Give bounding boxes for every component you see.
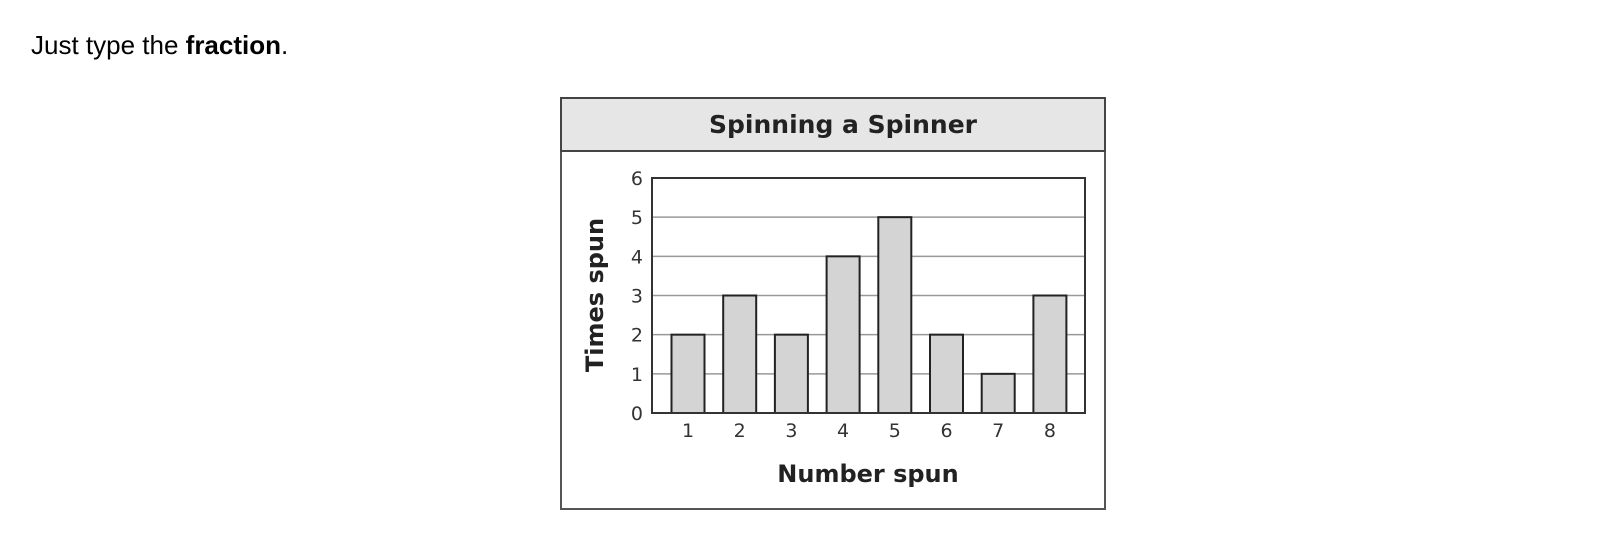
x-axis-label: Number spun xyxy=(777,460,958,488)
x-tick-label: 1 xyxy=(682,420,694,442)
bar-8 xyxy=(1032,294,1068,414)
x-tick-label: 4 xyxy=(837,420,849,442)
bar-1 xyxy=(670,333,706,414)
bar-5 xyxy=(877,216,913,414)
bar-2 xyxy=(722,294,758,414)
x-tick-label: 2 xyxy=(734,420,746,442)
bar-7 xyxy=(980,372,1016,415)
x-tick-label: 5 xyxy=(889,420,901,442)
question-prompt: Just type the fraction. xyxy=(31,30,288,61)
bar-4 xyxy=(825,255,861,415)
x-tick-label: 3 xyxy=(785,420,797,442)
y-tick-label: 1 xyxy=(631,364,643,386)
y-tick-label: 4 xyxy=(631,246,643,268)
y-tick-label: 0 xyxy=(631,403,643,425)
prompt-suffix: . xyxy=(281,30,289,60)
chart-title: Spinning a Spinner xyxy=(709,110,978,139)
prompt-prefix: Just type the xyxy=(31,30,186,60)
bar-3 xyxy=(773,333,809,414)
y-tick-label: 3 xyxy=(631,286,643,308)
x-tick-label: 8 xyxy=(1044,420,1056,442)
plot-area xyxy=(651,177,1086,414)
x-tick-label: 6 xyxy=(940,420,952,442)
chart-header xyxy=(560,97,1106,152)
prompt-bold: fraction xyxy=(185,30,281,60)
y-tick-label: 5 xyxy=(631,207,643,229)
bar-6 xyxy=(929,333,964,414)
y-tick-label: 2 xyxy=(631,325,643,347)
y-axis-label: Times spun xyxy=(581,218,609,372)
y-tick-label: 6 xyxy=(631,168,643,190)
x-tick-label: 7 xyxy=(992,420,1004,442)
